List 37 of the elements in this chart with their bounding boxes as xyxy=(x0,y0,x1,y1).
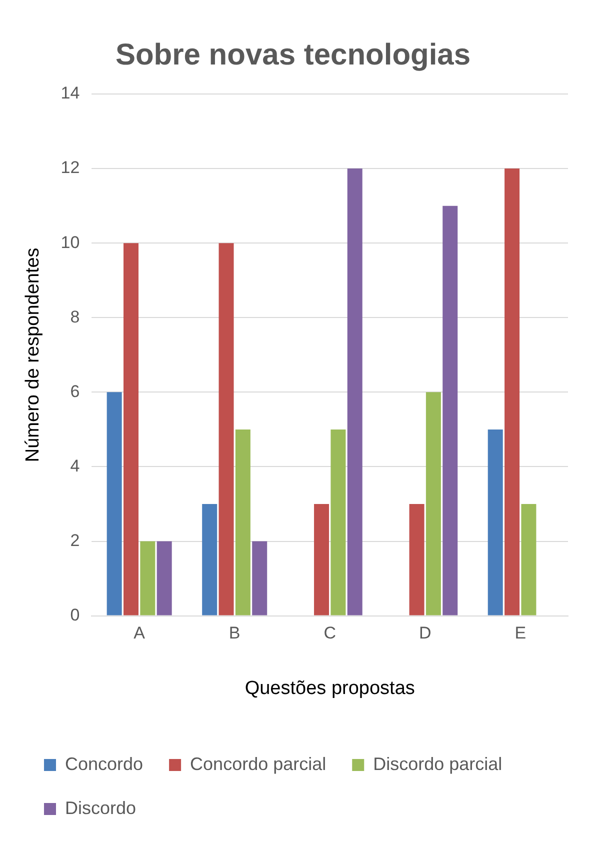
x-axis-title: Questões propostas xyxy=(244,678,415,699)
y-tick-label: 0 xyxy=(70,605,80,624)
y-tick-label: 8 xyxy=(70,307,80,326)
legend-label: Concordo xyxy=(65,754,144,774)
y-tick-label: 12 xyxy=(60,158,80,178)
bar xyxy=(314,504,330,616)
bar xyxy=(140,541,156,616)
bar xyxy=(156,541,172,616)
bar xyxy=(504,168,520,616)
bar xyxy=(521,504,536,616)
legend-label: Discordo xyxy=(65,798,136,818)
bar xyxy=(488,429,503,616)
x-tick-label: A xyxy=(134,624,146,643)
bar xyxy=(347,168,362,616)
y-tick-label: 10 xyxy=(60,232,80,252)
bar xyxy=(202,504,218,616)
legend-label: Discordo parcial xyxy=(373,754,502,774)
y-tick-label: 14 xyxy=(60,84,80,103)
y-axis-title: Número de respondentes xyxy=(22,248,44,462)
bar xyxy=(218,243,234,616)
bar xyxy=(252,541,268,616)
y-tick-label: 4 xyxy=(70,456,80,476)
legend-label: Concordo parcial xyxy=(190,754,326,774)
bar xyxy=(409,504,424,616)
bar xyxy=(124,243,139,616)
bar xyxy=(330,429,346,616)
x-tick-label: B xyxy=(228,624,240,643)
chart-title: Sobre novas tecnologias xyxy=(115,38,471,72)
bar xyxy=(235,429,250,616)
x-tick-label: D xyxy=(418,624,432,643)
y-tick-label: 2 xyxy=(70,530,80,550)
bar xyxy=(442,206,458,616)
bar xyxy=(426,392,441,616)
x-tick-label: C xyxy=(324,624,336,643)
y-tick-label: 6 xyxy=(70,382,80,401)
bar xyxy=(106,392,122,616)
x-tick-label: E xyxy=(514,624,526,643)
